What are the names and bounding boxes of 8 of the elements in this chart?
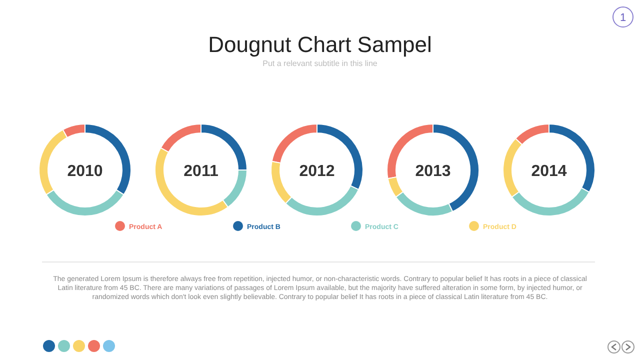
text: 1 [620,12,626,24]
text: 2012 [299,163,335,180]
text: Put a relevant subtitle in this line [262,59,378,68]
text: 2010 [67,163,103,180]
text: Dougnut Chart Sampel [208,32,432,57]
text: 2014 [531,163,567,180]
text: 2013 [415,163,451,180]
text: 2011 [184,163,218,180]
